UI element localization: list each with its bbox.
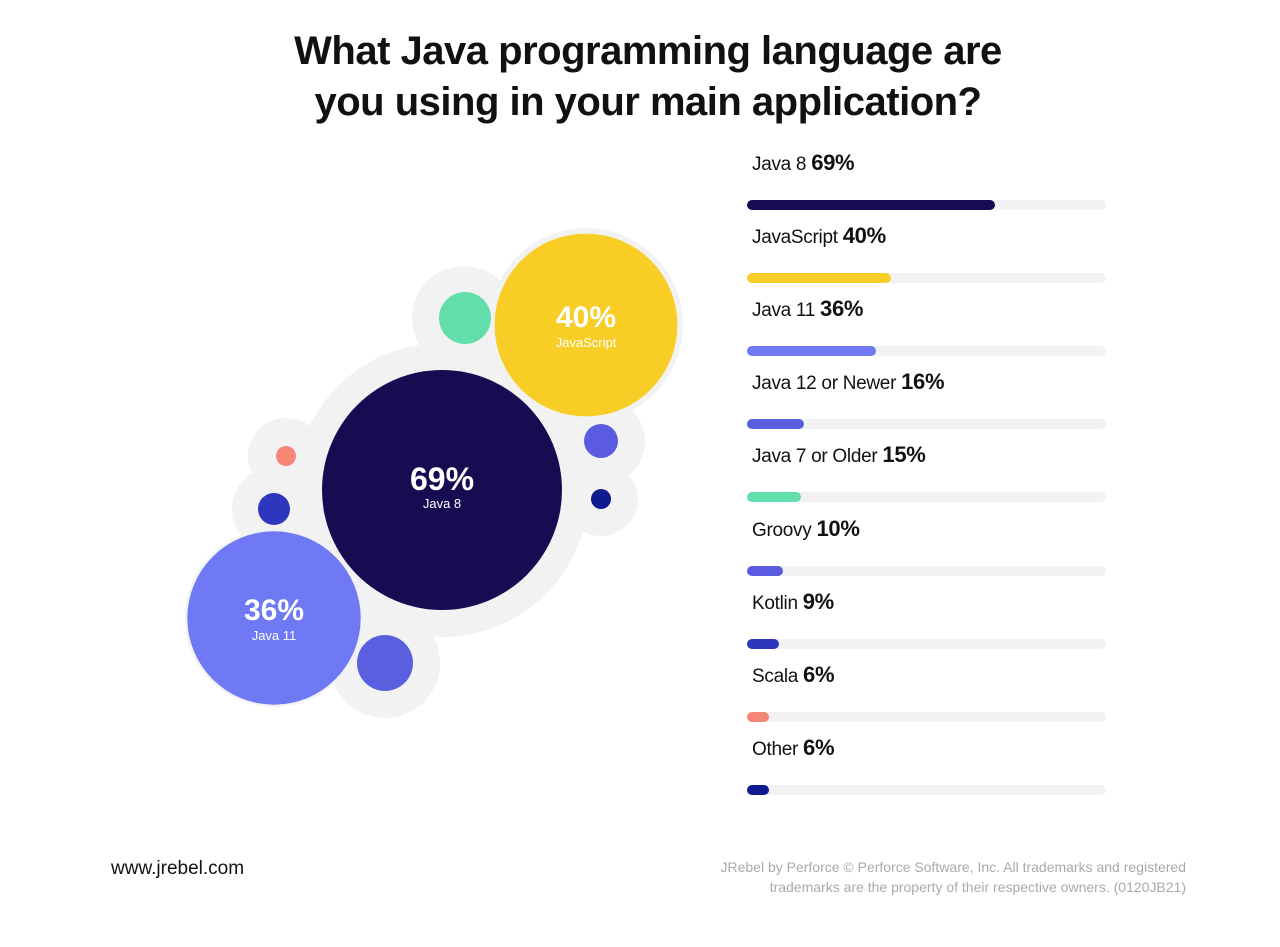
bar-fill-java-12-or-newer <box>747 419 805 430</box>
bubble-value-label: 36% <box>244 594 304 627</box>
bar-fill-scala <box>747 711 769 722</box>
bar-label: Java 12 or Newer 16% <box>752 369 945 397</box>
bubble-other <box>591 489 611 509</box>
chart-title-line-2: you using in your main application? <box>314 80 983 124</box>
bubble-javascript <box>494 233 678 417</box>
bar-row-java-12-or-newer: Java 12 or Newer 16% <box>746 369 1108 430</box>
bar-label: Groovy 10% <box>752 516 860 544</box>
copyright-line-2: trademarks are the property of their res… <box>769 879 1186 895</box>
bar-track <box>747 419 1106 430</box>
bar-chart: Java 8 69% JavaScript 40% Java 11 36% Java 12 … <box>746 150 1108 810</box>
category-label: Groovy <box>752 519 812 541</box>
bubble-java-8 <box>322 370 562 610</box>
category-label: Kotlin <box>752 592 798 614</box>
bar-track <box>747 346 1106 357</box>
bar-track <box>747 638 1106 649</box>
bubble-kotlin <box>258 493 290 525</box>
bubble-java-12-or-newer <box>357 635 413 691</box>
bar-fill-other <box>747 784 769 795</box>
bar-track <box>747 565 1106 576</box>
category-label: Java 12 or Newer <box>752 373 897 395</box>
bar-track <box>747 492 1106 503</box>
bar-label: JavaScript 40% <box>752 223 886 251</box>
bar-track <box>747 711 1106 722</box>
bar-row-java-8: Java 8 69% <box>746 150 1108 210</box>
bubble-chart: 69%Java 8 40%JavaScript 36%Java 11 <box>185 228 683 718</box>
bar-label: Java 8 69% <box>752 150 855 178</box>
bar-fill-groovy <box>747 565 783 576</box>
category-label: JavaScript <box>752 227 838 249</box>
bar-track <box>747 784 1106 795</box>
bar-row-groovy: Groovy 10% <box>746 516 1108 576</box>
bar-label: Java 7 or Older 15% <box>752 442 926 470</box>
bubble-value-label: 40% <box>556 301 616 334</box>
bar-row-java-11: Java 11 36% <box>746 296 1108 357</box>
bubble-category-label: Java 11 <box>252 628 297 643</box>
bar-label: Java 11 36% <box>752 296 863 324</box>
bar-row-kotlin: Kotlin 9% <box>746 589 1108 649</box>
category-label: Java 7 or Older <box>752 446 878 468</box>
value-label: 69% <box>811 150 855 175</box>
copyright-line-1: JRebel by Perforce © Perforce Software, … <box>720 859 1186 875</box>
bar-track <box>747 273 1106 284</box>
bar-label: Kotlin 9% <box>752 589 834 617</box>
chart-title-line-1: What Java programming language are <box>294 29 1002 73</box>
chart-title: What Java programming language are you u… <box>0 26 1280 128</box>
value-label: 10% <box>816 515 860 541</box>
bar-fill-java-11 <box>747 346 877 357</box>
copyright-notice: JRebel by Perforce © Perforce Software, … <box>720 857 1186 897</box>
value-label: 6% <box>803 734 835 760</box>
bar-fill-kotlin <box>747 638 780 649</box>
bubble-groovy <box>584 424 618 458</box>
category-label: Other <box>752 738 799 760</box>
value-label: 9% <box>802 588 835 614</box>
bar-row-other: Other 6% <box>746 735 1108 795</box>
bar-label: Other 6% <box>752 734 835 763</box>
bar-fill-java-8 <box>747 200 995 210</box>
value-label: 6% <box>803 661 835 687</box>
bar-label: Scala 6% <box>752 661 835 690</box>
bar-track <box>747 200 1106 210</box>
category-label: Java 8 <box>752 154 807 175</box>
bubble-value-label: 69% <box>410 461 474 497</box>
bubble-scala <box>276 446 296 466</box>
bar-row-java-7-or-older: Java 7 or Older 15% <box>746 442 1108 503</box>
website-url[interactable]: www.jrebel.com <box>111 858 245 879</box>
bubble-java-7-or-older <box>439 292 491 344</box>
bubble-java-11 <box>187 531 361 705</box>
bubble-category-label: Java 8 <box>423 496 461 511</box>
category-label: Scala <box>752 665 799 687</box>
bubble-category-label: JavaScript <box>556 335 617 350</box>
value-label: 40% <box>842 223 886 249</box>
bar-fill-java-7-or-older <box>747 492 801 503</box>
bar-fill-javascript <box>747 273 891 284</box>
bar-row-scala: Scala 6% <box>746 662 1108 722</box>
category-label: Java 11 <box>752 300 816 322</box>
value-label: 36% <box>820 296 864 322</box>
value-label: 16% <box>901 369 945 395</box>
bar-row-javascript: JavaScript 40% <box>746 223 1108 284</box>
value-label: 15% <box>882 442 926 468</box>
